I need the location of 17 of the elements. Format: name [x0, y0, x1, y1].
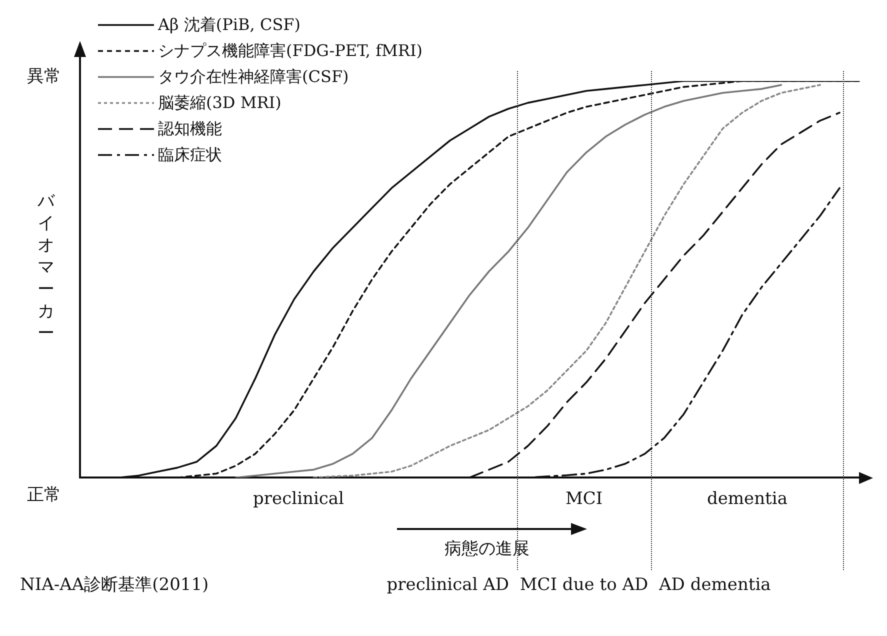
- legend-label: タウ介在性神経障害(CSF): [158, 66, 349, 88]
- text: 異常: [27, 66, 61, 86]
- y-axis-title: バイオマーカー: [36, 192, 56, 344]
- legend-label: シナプス機能障害(FDG-PET, fMRI): [158, 40, 423, 62]
- text: MCI due to AD: [520, 575, 648, 596]
- text: MCI: [565, 489, 603, 510]
- text: NIA-AA診断基準(2011): [20, 575, 209, 596]
- text: 病態の進展: [444, 539, 530, 560]
- legend-label: 脳萎縮(3D MRI): [158, 92, 282, 114]
- legend-label: Aβ 沈着(PiB, CSF): [158, 14, 300, 36]
- text: preclinical AD: [386, 575, 510, 596]
- legend-label: 認知機能: [158, 118, 222, 140]
- legend-label: 臨床症状: [158, 144, 222, 166]
- text: 正常: [27, 485, 61, 506]
- text: preclinical: [253, 489, 344, 510]
- text: dementia: [706, 489, 788, 510]
- text: AD dementia: [658, 575, 771, 596]
